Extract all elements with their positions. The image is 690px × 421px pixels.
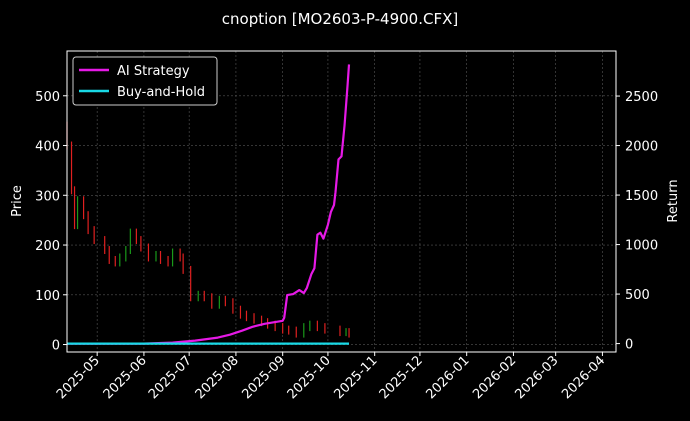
y-right-tick-label: 1500 <box>625 189 658 204</box>
y-left-axis-ticks: 0 100 200 300 400 500 <box>35 90 67 354</box>
legend-label-buy-and-hold: Buy-and-Hold <box>117 85 205 100</box>
y-left-tick-label: 500 <box>35 90 60 105</box>
y-left-axis-label: Price <box>10 185 25 217</box>
y-left-tick-label: 400 <box>35 140 60 155</box>
chart-title: cnoption [MO2603-P-4900.CFX] <box>222 10 458 28</box>
return-series <box>67 64 351 345</box>
legend: AI Strategy Buy-and-Hold <box>72 56 218 106</box>
y-right-tick-label: 1000 <box>625 239 658 254</box>
y-left-tick-label: 300 <box>35 189 60 204</box>
y-right-tick-label: 0 <box>625 338 633 353</box>
series-line-ai-strategy <box>67 64 351 345</box>
y-right-tick-label: 2000 <box>625 140 658 155</box>
y-left-tick-label: 0 <box>52 339 60 354</box>
y-right-axis-label: Return <box>666 179 681 222</box>
y-right-tick-label: 500 <box>625 288 650 303</box>
y-right-tick-label: 2500 <box>625 90 658 105</box>
y-left-tick-label: 200 <box>35 239 60 254</box>
y-left-tick-label: 100 <box>35 289 60 304</box>
grid-lines <box>67 51 616 352</box>
legend-label-ai-strategy: AI Strategy <box>117 64 190 79</box>
y-right-axis-ticks: 0 500 1000 1500 2000 2500 <box>616 90 658 353</box>
plot-frame <box>66 50 617 353</box>
